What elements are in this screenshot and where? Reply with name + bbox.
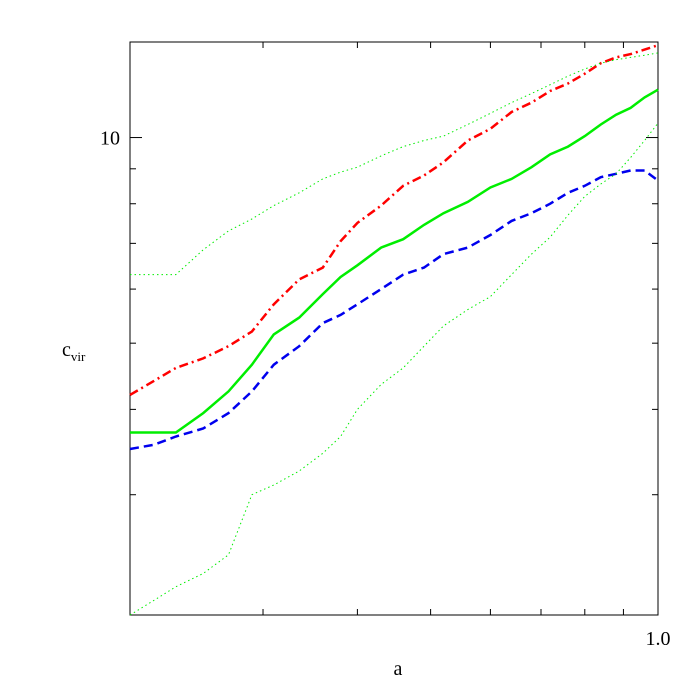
- series-layer: [129, 44, 659, 616]
- x-tick-label: 1.0: [646, 628, 671, 650]
- plot-area: [129, 41, 659, 616]
- series-line-5-dotted: [129, 122, 659, 616]
- series-line-2-solid: [130, 88, 659, 434]
- y-axis-label-main: c: [62, 339, 71, 361]
- series-line-4-dotted: [130, 52, 659, 276]
- x-axis-label: a: [394, 658, 403, 680]
- y-axis-label-subscript: vir: [71, 349, 86, 364]
- series-line-3-dashed: [129, 169, 659, 451]
- y-axis-label: cvir: [62, 339, 86, 364]
- series-line-1-dashdot: [129, 44, 659, 396]
- plot-frame: [129, 41, 659, 616]
- axis-labels: 1.0 10 a cvir: [62, 128, 671, 680]
- axis-ticks: [130, 42, 658, 615]
- y-tick-label: 10: [100, 128, 120, 150]
